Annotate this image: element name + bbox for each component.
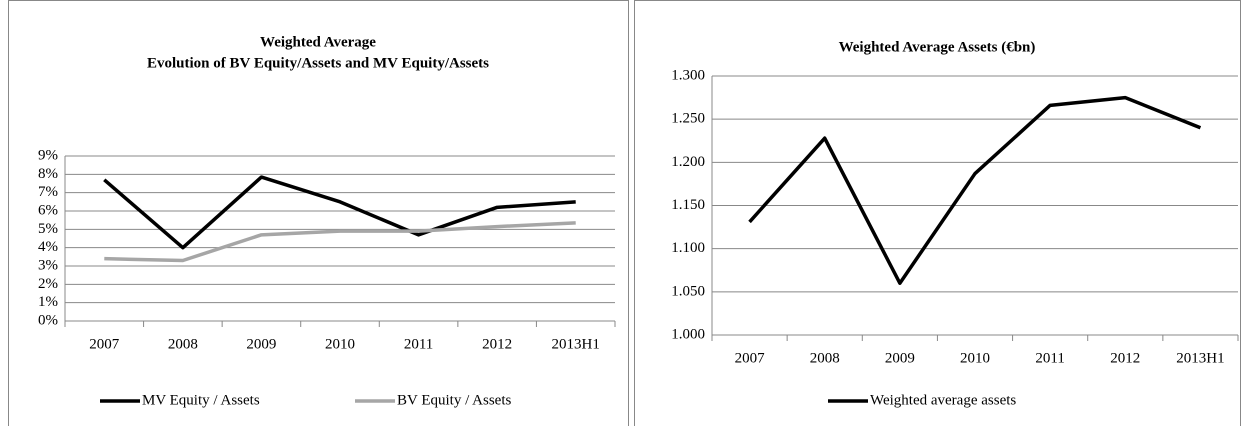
y-tick-label: 1.100 [671,240,705,256]
y-tick-label: 1.000 [671,326,705,342]
y-tick-label: 1.150 [671,197,705,213]
chart-frame [8,0,629,426]
line-series [748,95,1202,285]
chart-title: Weighted Average Assets (€bn) [839,39,1036,55]
x-tick-label: 2012 [1110,350,1140,366]
y-tick-label: 1.050 [671,283,705,299]
chart-subtitle: Evolution of BV Equity/Assets and MV Equ… [147,55,489,71]
legend-label: BV Equity / Assets [397,392,511,408]
line-series [104,221,576,263]
y-tick-label: 1.200 [671,154,705,170]
x-tick-label: 2011 [1035,350,1064,366]
y-tick-label: 1.250 [671,111,705,127]
y-tick-label: 3% [38,257,58,273]
x-tick-label: 2008 [168,336,198,352]
x-tick-label: 2008 [810,350,840,366]
y-tick-label: 2% [38,276,58,292]
x-tick-label: 2009 [885,350,915,366]
y-tick-label: 4% [38,239,58,255]
chart-title: Weighted Average [260,34,376,50]
x-tick-label: 2011 [404,336,433,352]
legend-label: MV Equity / Assets [142,392,260,408]
y-tick-label: 1.300 [671,67,705,83]
y-tick-label: 5% [38,221,58,237]
y-tick-label: 8% [38,166,58,182]
x-tick-label: 2007 [89,336,120,352]
legend-label: Weighted average assets [870,392,1016,408]
line-series [103,175,576,250]
y-tick-label: 7% [38,184,58,200]
x-tick-label: 2010 [960,350,990,366]
x-tick-label: 2009 [246,336,276,352]
y-tick-label: 9% [38,147,58,163]
x-tick-label: 2010 [325,336,355,352]
y-tick-label: 0% [38,312,58,328]
x-tick-label: 2007 [735,350,766,366]
x-tick-label: 2013H1 [552,336,600,352]
x-tick-label: 2013H1 [1176,350,1224,366]
chart-frame [634,0,1241,426]
x-tick-label: 2012 [482,336,512,352]
y-tick-label: 6% [38,202,58,218]
y-tick-label: 1% [38,294,58,310]
